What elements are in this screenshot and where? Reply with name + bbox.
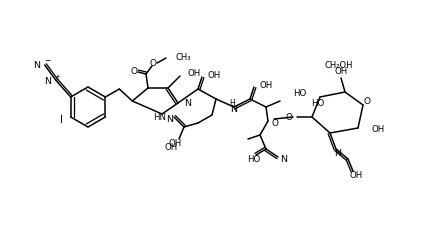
Text: O: O <box>363 98 371 107</box>
Text: O: O <box>149 60 156 68</box>
Text: OH: OH <box>168 140 181 148</box>
Text: N: N <box>166 115 174 125</box>
Text: OH: OH <box>349 172 362 181</box>
Text: HO: HO <box>293 89 306 99</box>
Text: N: N <box>280 155 287 165</box>
Text: N: N <box>33 61 40 71</box>
Text: HO: HO <box>311 99 324 107</box>
Text: H: H <box>229 99 235 107</box>
Text: N: N <box>231 105 238 114</box>
Text: OH: OH <box>164 142 178 152</box>
Text: OH: OH <box>372 126 385 134</box>
Text: OH: OH <box>207 72 220 80</box>
Text: I: I <box>60 115 63 125</box>
Text: OH: OH <box>259 80 272 89</box>
Text: OH: OH <box>334 67 348 76</box>
Text: HN: HN <box>153 114 166 122</box>
Text: N: N <box>184 99 191 107</box>
Text: O: O <box>130 67 137 76</box>
Text: OH: OH <box>188 69 201 79</box>
Text: CH₂OH: CH₂OH <box>325 61 353 71</box>
Text: O: O <box>272 119 279 127</box>
Text: +: + <box>55 74 60 80</box>
Text: N: N <box>44 78 51 87</box>
Text: −: − <box>44 56 50 66</box>
Text: O: O <box>286 113 293 121</box>
Text: CH₃: CH₃ <box>176 54 191 62</box>
Text: N: N <box>334 148 342 158</box>
Text: HO: HO <box>248 155 260 165</box>
